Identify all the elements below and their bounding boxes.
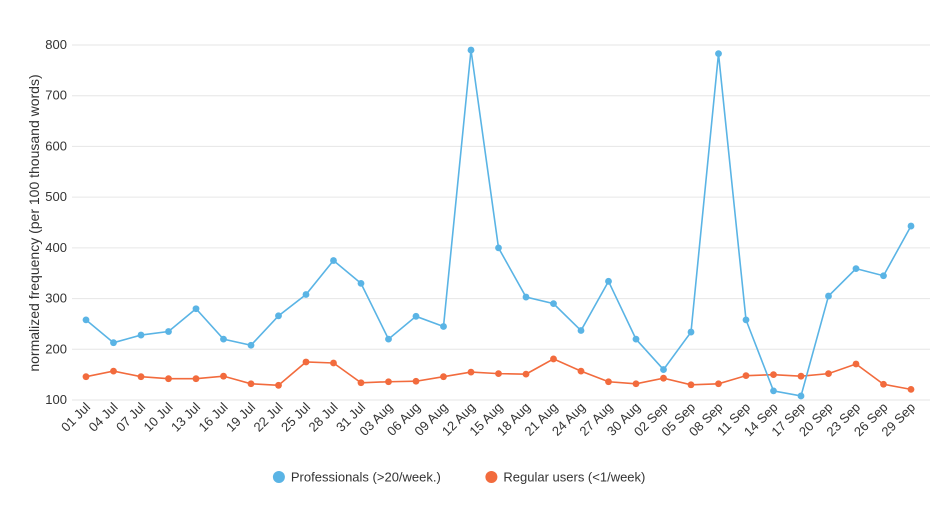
data-point[interactable] <box>137 373 145 381</box>
y-tick-label: 700 <box>45 88 67 103</box>
data-point[interactable] <box>660 374 667 382</box>
legend-item-2[interactable]: Regular users (<1/week) <box>485 470 645 485</box>
data-point[interactable] <box>797 372 805 380</box>
data-point[interactable] <box>412 377 420 385</box>
x-tick-label: 25 Jul <box>278 399 313 434</box>
data-point[interactable] <box>660 366 667 373</box>
data-point[interactable] <box>467 368 475 376</box>
x-tick-label: 28 Jul <box>305 399 340 434</box>
y-tick-label: 100 <box>45 392 67 407</box>
data-point[interactable] <box>632 380 640 388</box>
y-axis-title: normalized frequency (per 100 thousand w… <box>26 74 42 371</box>
data-point[interactable] <box>907 222 915 230</box>
data-point[interactable] <box>852 360 860 368</box>
data-point[interactable] <box>907 385 915 393</box>
data-point[interactable] <box>495 370 502 378</box>
data-point[interactable] <box>605 378 612 386</box>
x-tick-label: 16 Jul <box>195 399 230 434</box>
data-point[interactable] <box>165 375 172 383</box>
data-point[interactable] <box>137 331 145 339</box>
legend-label: Professionals (>20/week.) <box>291 470 441 485</box>
data-point[interactable] <box>852 265 860 273</box>
data-point[interactable] <box>165 328 172 335</box>
data-point[interactable] <box>110 339 117 347</box>
data-point[interactable] <box>357 279 365 287</box>
data-point[interactable] <box>220 335 227 343</box>
data-point[interactable] <box>385 335 392 343</box>
x-tick-label: 04 Jul <box>85 399 120 434</box>
x-tick-label: 22 Jul <box>250 399 285 434</box>
y-tick-label: 600 <box>45 138 67 153</box>
series-line <box>85 49 912 397</box>
data-point[interactable] <box>385 378 392 386</box>
x-tick-label: 19 Jul <box>223 399 258 434</box>
y-tick-label: 200 <box>45 341 67 356</box>
data-point[interactable] <box>577 367 585 375</box>
data-point[interactable] <box>357 379 365 387</box>
x-tick-label: 07 Jul <box>113 399 148 434</box>
data-point[interactable] <box>687 381 695 389</box>
legend-marker <box>485 471 498 483</box>
data-point[interactable] <box>247 380 255 388</box>
data-point[interactable] <box>192 375 200 383</box>
data-point[interactable] <box>577 327 585 334</box>
data-point[interactable] <box>82 316 90 324</box>
data-point[interactable] <box>192 305 200 313</box>
data-point[interactable] <box>495 244 502 252</box>
data-point[interactable] <box>302 358 310 366</box>
data-point[interactable] <box>550 300 557 308</box>
data-point[interactable] <box>82 373 90 381</box>
data-point[interactable] <box>605 277 612 285</box>
data-point[interactable] <box>770 387 777 395</box>
legend-item-1[interactable]: Professionals (>20/week.) <box>272 470 441 485</box>
data-point[interactable] <box>880 272 887 280</box>
x-tick-label: 10 Jul <box>140 399 175 434</box>
data-point[interactable] <box>247 341 255 349</box>
series-group <box>82 46 915 400</box>
data-point[interactable] <box>302 291 310 298</box>
data-point[interactable] <box>797 392 805 400</box>
data-point[interactable] <box>632 335 640 343</box>
data-point[interactable] <box>687 328 695 336</box>
data-point[interactable] <box>275 312 282 320</box>
data-point[interactable] <box>742 316 750 324</box>
data-point[interactable] <box>522 293 530 301</box>
data-point[interactable] <box>110 367 117 375</box>
data-point[interactable] <box>522 370 530 378</box>
data-point[interactable] <box>440 373 447 381</box>
series-2 <box>82 355 915 393</box>
data-point[interactable] <box>715 380 722 388</box>
data-point[interactable] <box>825 292 832 300</box>
legend-marker <box>272 471 285 483</box>
data-point[interactable] <box>467 46 475 54</box>
series-1 <box>82 46 915 400</box>
y-tick-label: 400 <box>45 240 67 255</box>
data-point[interactable] <box>220 372 227 380</box>
data-point[interactable] <box>742 372 750 380</box>
data-point[interactable] <box>825 370 832 378</box>
data-point[interactable] <box>770 371 777 379</box>
legend[interactable]: Professionals (>20/week.) Regular users (… <box>272 470 645 485</box>
data-point[interactable] <box>440 323 447 330</box>
data-point[interactable] <box>330 359 337 367</box>
y-axis-ticks: 100 200 300 400 500 600 700 800 <box>45 37 67 407</box>
data-point[interactable] <box>412 312 420 320</box>
y-tick-label: 500 <box>45 189 67 204</box>
y-tick-label: 800 <box>45 37 67 52</box>
data-point[interactable] <box>275 381 282 389</box>
data-point[interactable] <box>330 257 337 264</box>
data-point[interactable] <box>880 380 887 388</box>
y-tick-label: 300 <box>45 291 67 306</box>
gridlines <box>72 44 930 401</box>
x-tick-label: 13 Jul <box>168 399 203 434</box>
data-point[interactable] <box>550 355 557 363</box>
data-point[interactable] <box>715 50 722 58</box>
legend-label: Regular users (<1/week) <box>503 470 645 485</box>
